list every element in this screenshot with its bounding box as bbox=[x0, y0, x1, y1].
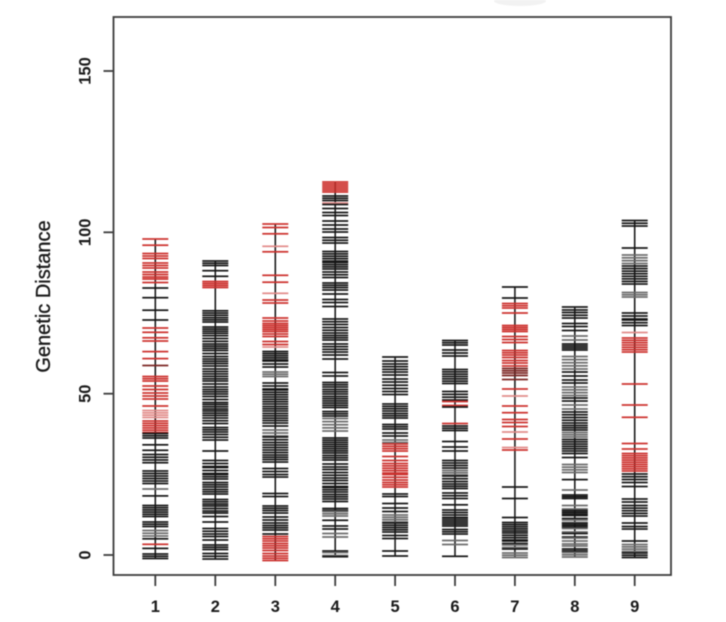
svg-text:5: 5 bbox=[391, 598, 400, 616]
svg-text:50: 50 bbox=[77, 385, 95, 403]
svg-text:4: 4 bbox=[331, 598, 341, 616]
svg-text:8: 8 bbox=[570, 598, 579, 616]
svg-text:100: 100 bbox=[77, 219, 95, 247]
svg-text:3: 3 bbox=[271, 598, 280, 616]
svg-text:150: 150 bbox=[77, 57, 95, 85]
svg-text:6: 6 bbox=[450, 598, 459, 616]
svg-text:7: 7 bbox=[510, 598, 519, 616]
svg-text:9: 9 bbox=[630, 598, 639, 616]
svg-text:0: 0 bbox=[77, 550, 95, 559]
svg-text:1: 1 bbox=[151, 598, 160, 616]
svg-text:2: 2 bbox=[211, 598, 220, 616]
svg-text:Genetic Distance: Genetic Distance bbox=[33, 220, 55, 372]
